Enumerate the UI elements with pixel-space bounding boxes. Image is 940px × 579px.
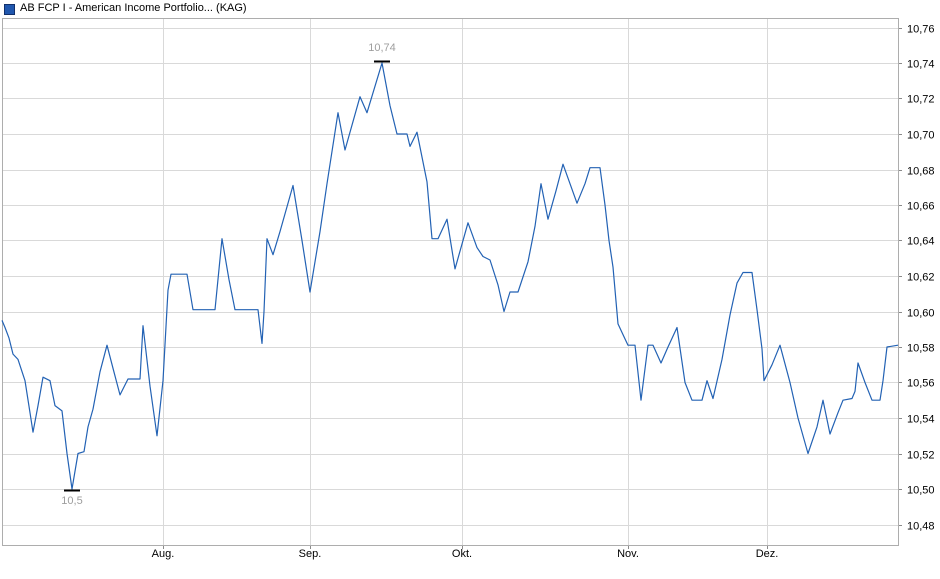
y-axis-tick-label: 10,48 xyxy=(907,521,935,533)
y-axis-tick-label: 10,60 xyxy=(907,308,935,320)
x-axis-month-label: Nov. xyxy=(617,548,639,560)
y-axis-tick-label: 10,76 xyxy=(907,24,935,36)
y-axis-tick-label: 10,62 xyxy=(907,272,935,284)
x-axis-month-label: Dez. xyxy=(756,548,779,560)
y-axis-tick-label: 10,54 xyxy=(907,414,935,426)
y-axis-tick-label: 10,64 xyxy=(907,236,935,248)
y-axis-tick-label: 10,72 xyxy=(907,94,935,106)
max-annotation-label: 10,74 xyxy=(368,42,396,54)
y-axis-tick-label: 10,58 xyxy=(907,343,935,355)
y-axis-tick-label: 10,74 xyxy=(907,59,935,71)
x-axis-month-label: Sep. xyxy=(299,548,322,560)
y-axis-tick-label: 10,68 xyxy=(907,166,935,178)
plot-border xyxy=(2,18,899,546)
x-axis-month-label: Okt. xyxy=(452,548,472,560)
y-axis-tick-label: 10,70 xyxy=(907,130,935,142)
y-axis-tick-label: 10,66 xyxy=(907,201,935,213)
y-axis-tick-label: 10,50 xyxy=(907,485,935,497)
y-axis-tick-label: 10,52 xyxy=(907,450,935,462)
price-line xyxy=(1,62,899,490)
min-annotation-label: 10,5 xyxy=(61,495,82,507)
chart-title: AB FCP I - American Income Portfolio... … xyxy=(20,2,247,14)
chart-legend: AB FCP I - American Income Portfolio... … xyxy=(3,1,247,16)
series-legend-marker-icon xyxy=(4,3,15,15)
y-axis-tick-label: 10,56 xyxy=(907,378,935,390)
x-axis-month-label: Aug. xyxy=(152,548,175,560)
